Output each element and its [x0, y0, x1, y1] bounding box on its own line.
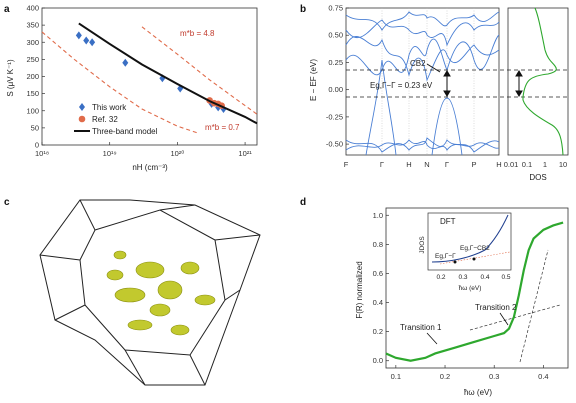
panel-d-inset: DFT JDOS ħω (eV) 0.2 0.3 0.4 0.5 Eg,Γ−Γ Eg,…: [419, 212, 512, 292]
panel-b-label: b: [300, 4, 306, 15]
panel-d-ytick: 0.8: [373, 240, 383, 249]
panel-b-dos-tick: 0.1: [522, 160, 532, 169]
panel-c-brillouin-zone: [39, 199, 261, 386]
panel-d-ytick: 1.0: [373, 211, 383, 220]
panel-a-plot: 0 50 100 150 200 250 300 350 400 10¹⁸ 10¹⁹ 10²⁰ 10²…: [6, 4, 258, 172]
panel-b-kpoint: P: [471, 160, 476, 169]
panel-b-dos-tick: 0.01: [504, 160, 519, 169]
inset-egcb2: Eg,Γ−CB2: [460, 245, 490, 252]
panel-a-label: a: [4, 4, 10, 15]
panel-b-ytick: 0.50: [328, 31, 343, 40]
panel-d-xlabel: ħω (eV): [464, 388, 492, 397]
inset-egg: Eg,Γ−Γ: [435, 253, 456, 260]
three-band-model-line: [78, 22, 258, 125]
legend-ref32: Ref. 32: [92, 115, 118, 124]
panel-c-label: c: [4, 197, 10, 208]
panel-a-ytick: 200: [26, 72, 39, 81]
panel-d-xtick: 0.2: [440, 372, 450, 381]
panel-b-bandstructure: 0.75 0.50 0.25 0.00 -0.25 -0.50 F Γ H N Γ P H 0.01 0…: [309, 4, 569, 182]
panel-a-ytick: 50: [31, 123, 39, 132]
legend-this-work: This work: [92, 103, 127, 112]
panel-b-ytick: -0.25: [326, 112, 343, 121]
fermi-surface-pockets: [106, 250, 216, 336]
inset-xtick: 0.4: [480, 274, 489, 281]
this-work-point: [89, 38, 96, 47]
dos-frame: [507, 7, 569, 156]
panel-b-dos-tick: 10: [559, 160, 567, 169]
panel-a-ytick: 350: [26, 21, 39, 30]
panel-b-ytick: -0.50: [326, 140, 343, 149]
panel-a-xtick: 10²⁰: [170, 149, 184, 158]
legend-three-band: Three-band model: [92, 127, 158, 136]
panel-a-ytick: 250: [26, 55, 39, 64]
panel-d-frame: [385, 207, 569, 369]
inset-ylabel: JDOS: [419, 236, 426, 254]
panel-a-ytick: 400: [26, 4, 39, 13]
inset-xlabel: ħω (eV): [459, 285, 482, 292]
panel-d-ylabel: F(R) normalized: [355, 261, 364, 318]
panel-b-ytick: 0.75: [328, 4, 343, 13]
panel-a-xtick: 10¹⁹: [103, 149, 117, 158]
legend-diamond-marker: [79, 103, 85, 111]
panel-d-transition1: Transition 1: [400, 323, 442, 332]
panel-a-xlabel: nH (cm⁻³): [132, 163, 168, 172]
panel-d-ytick: 0.6: [373, 269, 383, 278]
panel-b-dos-label: DOS: [529, 173, 546, 182]
panel-d-ytick: 0.4: [373, 298, 383, 307]
panel-d-ytick: 0.2: [373, 327, 383, 336]
band-frame: [345, 7, 500, 156]
panel-b-gap: Eg,Γ−Γ = 0.23 eV: [370, 81, 433, 90]
panel-a-annotation-high: m*b = 4.8: [180, 29, 215, 38]
panel-a-legend: This work Ref. 32 Three-band model: [74, 103, 158, 136]
panel-a-xtick: 10²¹: [238, 149, 252, 158]
panel-b-ylabel: E − EF (eV): [309, 59, 318, 101]
panel-a-annotation-low: m*b = 0.7: [205, 123, 240, 132]
inset-xtick: 0.3: [458, 274, 467, 281]
panel-a-ytick: 150: [26, 89, 39, 98]
panel-a-xtick: 10¹⁸: [35, 149, 49, 158]
panel-b-kpoint: N: [424, 160, 429, 169]
panel-b-cb2: CB2: [410, 59, 426, 68]
panel-a-ytick: 100: [26, 106, 39, 115]
panel-b-kpoint: F: [344, 160, 349, 169]
panel-d-plot: 0.0 0.2 0.4 0.6 0.8 1.0 0.1 0.2 0.3 0.4 Transiti…: [355, 207, 569, 397]
panel-b-ytick: 0.25: [328, 58, 343, 67]
panel-b-kpoint: Γ: [445, 160, 449, 169]
panel-a-ytick: 0: [35, 141, 39, 150]
panel-b-dos-tick: 1: [543, 160, 547, 169]
panel-a-ylabel: S (μV K⁻¹): [6, 59, 15, 97]
inset-xtick: 0.5: [501, 274, 510, 281]
absorption-curve: [385, 221, 564, 362]
panel-d-transition2: Transition 2: [475, 303, 517, 312]
panel-d-xtick: 0.4: [538, 372, 548, 381]
inset-xtick: 0.2: [436, 274, 445, 281]
this-work-point: [122, 58, 129, 67]
legend-circle-marker: [78, 115, 86, 123]
inset-title: DFT: [440, 217, 456, 226]
panel-b-ytick: 0.00: [328, 85, 343, 94]
panel-d-label: d: [300, 197, 306, 208]
panel-d-ytick: 0.0: [373, 356, 383, 365]
panel-b-kpoint: H: [406, 160, 411, 169]
this-work-point: [75, 31, 82, 40]
panel-a-ytick: 300: [26, 38, 39, 47]
dos-curve: [522, 7, 564, 156]
panel-b-kpoint: H: [496, 160, 501, 169]
panel-d-xtick: 0.1: [391, 372, 401, 381]
panel-d-xtick: 0.3: [489, 372, 499, 381]
panel-b-kpoint: Γ: [380, 160, 384, 169]
this-work-point: [83, 36, 90, 45]
panel-a-reference-curve: [41, 31, 198, 134]
panel-a-reference-curve: [141, 26, 258, 115]
